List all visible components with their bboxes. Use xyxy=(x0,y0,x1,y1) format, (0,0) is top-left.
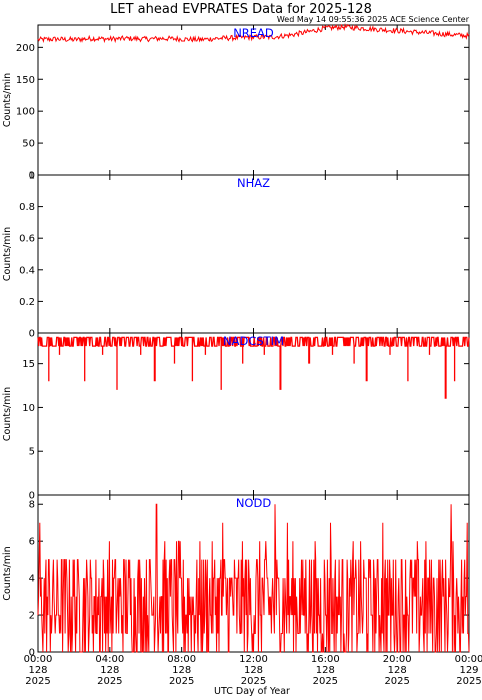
plot-frame xyxy=(37,174,470,334)
panel-nhaz: 0 0.2 0.4 0.6 0.8 1 Counts/min NHAZ xyxy=(2,171,470,340)
y-axis-label: Counts/min xyxy=(2,227,13,281)
panel-nadcstim: 0 5 10 15 Counts/min NADCSTIM xyxy=(2,332,470,502)
y-tick-label: 10 xyxy=(22,403,35,414)
x-tick-label: 128 xyxy=(28,665,47,676)
plot-frame xyxy=(37,332,470,496)
x-tick-label: 128 xyxy=(100,665,119,676)
panel-nread: 0 50 100 150 200 Counts/min NREAD xyxy=(2,23,470,182)
chart-title: LET ahead EVPRATES Data for 2025-128 xyxy=(110,2,372,17)
timestamp: Wed May 14 09:55:36 2025 ACE Science Cen… xyxy=(277,15,470,24)
x-tick-label: 128 xyxy=(172,665,191,676)
x-tick-label: 128 xyxy=(244,665,263,676)
x-tick-label: 2025 xyxy=(313,676,338,687)
panels: 050100150200Counts/minNREAD00.20.40.60.8… xyxy=(2,23,470,659)
plot-frame xyxy=(37,24,470,176)
x-tick-label: 2025 xyxy=(456,676,481,687)
series-line-nadcstim xyxy=(37,336,470,399)
y-tick-label: 0.2 xyxy=(19,297,35,308)
x-tick-label: 2025 xyxy=(169,676,194,687)
y-tick-label: 8 xyxy=(29,500,35,511)
series-line-nread xyxy=(37,23,470,44)
x-tick-label: 12:00 xyxy=(239,654,268,665)
y-tick-label: 5 xyxy=(29,447,35,458)
panel-label: NHAZ xyxy=(237,176,270,190)
x-tick-label: 00:00 xyxy=(24,654,53,665)
y-tick-label: 15 xyxy=(22,359,35,370)
x-tick-label: 128 xyxy=(316,665,335,676)
y-tick-label: 0 xyxy=(29,648,35,659)
y-axis-label: Counts/min xyxy=(2,73,13,127)
x-tick-label: 2025 xyxy=(97,676,122,687)
x-tick-label: 2025 xyxy=(241,676,266,687)
x-tick-label: 20:00 xyxy=(383,654,412,665)
y-tick-label: 0.6 xyxy=(19,234,35,245)
x-tick-label: 00:00 xyxy=(455,654,482,665)
y-axis-label: Counts/min xyxy=(2,387,13,441)
x-tick-label: 04:00 xyxy=(95,654,124,665)
y-tick-label: 0 xyxy=(29,329,35,340)
x-tick-label: 2025 xyxy=(384,676,409,687)
y-tick-label: 50 xyxy=(22,139,35,150)
y-tick-label: 0 xyxy=(29,491,35,502)
x-axis: 00:00128202504:00128202508:00128202512:0… xyxy=(24,654,482,687)
panel-nodd: 0 2 4 6 8 Counts/min NODD xyxy=(2,494,470,659)
y-tick-label: 0.4 xyxy=(19,265,35,276)
y-tick-label: 150 xyxy=(16,75,35,86)
x-axis-label: UTC Day of Year xyxy=(214,686,290,697)
y-axis-label: Counts/min xyxy=(2,546,13,600)
y-tick-label: 100 xyxy=(16,107,35,118)
y-tick-label: 6 xyxy=(29,537,35,548)
series-line-nodd xyxy=(37,503,470,653)
y-tick-label: 0 xyxy=(29,171,35,182)
y-tick-label: 0.8 xyxy=(19,202,35,213)
panel-label: NADCSTIM xyxy=(223,334,284,348)
panel-label: NREAD xyxy=(233,26,274,40)
x-tick-label: 128 xyxy=(388,665,407,676)
x-tick-label: 16:00 xyxy=(311,654,340,665)
panel-label: NODD xyxy=(236,496,272,510)
x-tick-label: 129 xyxy=(459,665,478,676)
y-tick-label: 200 xyxy=(16,43,35,54)
y-tick-label: 4 xyxy=(29,574,35,585)
x-tick-label: 2025 xyxy=(25,676,50,687)
y-tick-label: 2 xyxy=(29,611,35,622)
y-tick-label: 1 xyxy=(29,171,35,182)
x-tick-label: 08:00 xyxy=(167,654,196,665)
